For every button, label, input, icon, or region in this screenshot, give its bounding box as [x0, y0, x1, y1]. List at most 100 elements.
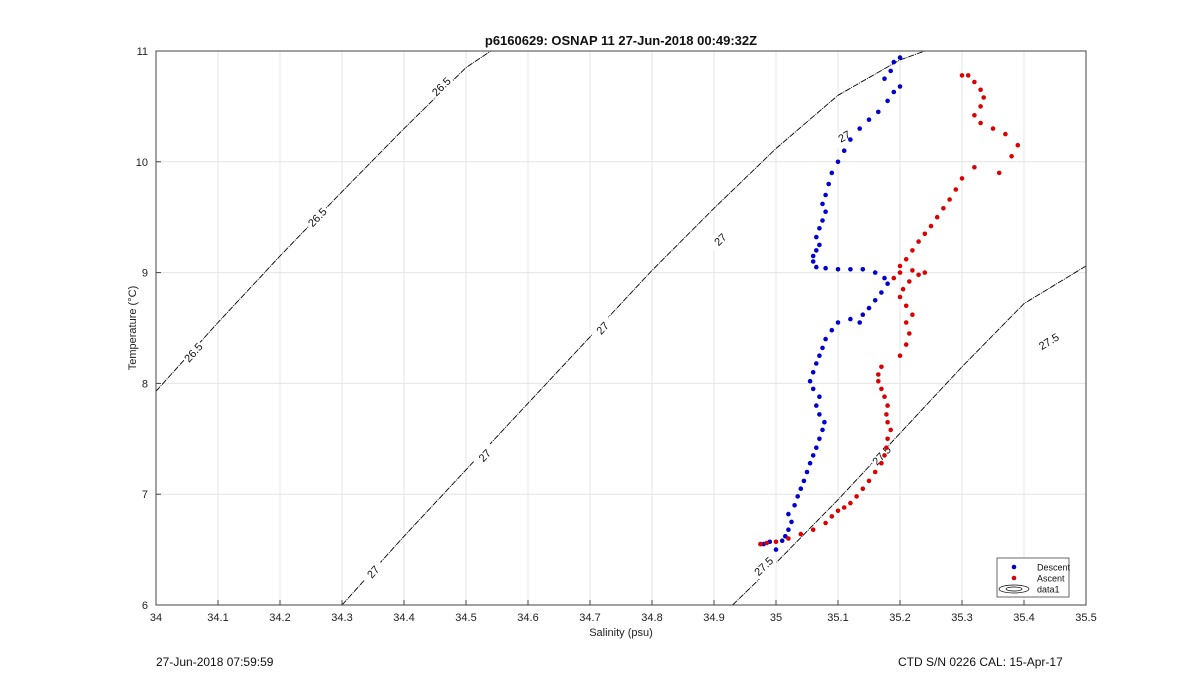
ascent-point [823, 520, 828, 526]
ascent-point [773, 539, 779, 545]
ascent-point [860, 486, 866, 492]
descent-point [801, 478, 807, 484]
ascent-point [941, 206, 946, 211]
descent-point [848, 316, 853, 322]
ascent-point [872, 469, 878, 475]
ascent-point [841, 505, 847, 510]
ascent-point [916, 272, 921, 278]
legend-label: Ascent [1037, 574, 1065, 584]
descent-point [810, 453, 816, 458]
ascent-point [897, 270, 903, 275]
ascent-point [903, 257, 909, 262]
contour-label-bg [303, 203, 331, 231]
plot-area [156, 51, 1086, 605]
contour-label-bg [589, 314, 616, 342]
y-tick-label: 9 [142, 268, 148, 280]
y-axis-label: Temperature (°C) [127, 286, 139, 370]
descent-point [817, 353, 822, 359]
descent-point [810, 370, 816, 375]
contour-label-bg [359, 558, 387, 586]
ascent-point [897, 294, 903, 300]
contour-label-bg [179, 338, 207, 366]
descent-point [860, 312, 866, 318]
descent-point [795, 494, 800, 499]
contour-label-bg [706, 225, 734, 253]
descent-point [810, 259, 816, 264]
ascent-point [903, 342, 909, 347]
x-tick-label: 34.8 [641, 612, 662, 624]
descent-point [807, 378, 813, 384]
contour-line [732, 265, 1087, 606]
ascent-point [1003, 131, 1008, 137]
ascent-point [910, 268, 915, 273]
descent-point [848, 137, 853, 142]
ascent-point [1015, 142, 1021, 148]
x-tick-label: 34.5 [455, 612, 476, 624]
descent-point [773, 547, 779, 552]
x-tick-label: 35.5 [1075, 612, 1096, 624]
descent-point [823, 265, 828, 271]
ascent-point [888, 427, 893, 433]
ascent-point [866, 478, 872, 484]
descent-point [820, 218, 825, 223]
descent-point [820, 427, 825, 433]
ascent-point [876, 378, 881, 384]
ascent-point [934, 214, 940, 220]
descent-point [814, 361, 819, 366]
descent-point [866, 305, 872, 311]
ascent-point [972, 113, 977, 118]
ascent-point [829, 514, 835, 519]
x-tick-label: 35 [770, 612, 782, 624]
ascent-point [900, 286, 906, 292]
descent-point [814, 403, 819, 408]
legend-marker-descent [1011, 564, 1017, 570]
contour-label-bg [427, 73, 455, 100]
ascent-point [990, 126, 996, 131]
x-tick-label: 34.1 [207, 612, 228, 624]
descent-point [814, 264, 819, 270]
descent-point [814, 248, 819, 253]
descent-point [897, 55, 903, 60]
ascent-point [879, 386, 884, 392]
ascent-point [947, 197, 952, 202]
descent-point [820, 345, 825, 351]
ascent-point [891, 275, 897, 281]
x-tick-label: 35.4 [1013, 612, 1034, 624]
descent-point [891, 59, 897, 65]
descent-point [835, 320, 841, 325]
ascent-point [882, 453, 887, 458]
ascent-point [959, 176, 965, 181]
ascent-point [972, 165, 977, 170]
ascent-point [758, 541, 763, 547]
ascent-point [922, 270, 928, 275]
y-tick-label: 10 [136, 157, 148, 169]
descent-point [792, 503, 797, 508]
ascent-point [1009, 154, 1014, 159]
descent-point [872, 298, 878, 303]
ascent-point [922, 231, 928, 237]
footer-timestamp: 27-Jun-2018 07:59:59 [156, 655, 274, 669]
descent-point [814, 234, 819, 240]
chart-title: p6160629: OSNAP 11 27-Jun-2018 00:49:32Z [485, 33, 757, 48]
contour-label-bg [471, 441, 498, 469]
descent-point [897, 84, 903, 89]
descent-point [817, 226, 822, 231]
ascent-point [907, 279, 912, 284]
contour-line [155, 50, 492, 392]
ascent-point [978, 104, 983, 109]
ascent-point [835, 508, 841, 514]
plot-frame [155, 50, 1087, 606]
ascent-point [903, 320, 909, 325]
descent-point [885, 281, 890, 287]
descent-point [841, 148, 847, 153]
descent-point [857, 126, 862, 131]
contour-label-bg [750, 552, 778, 580]
ascent-point [981, 95, 986, 100]
descent-point [826, 181, 831, 187]
ascent-point [764, 540, 769, 546]
ascent-point [885, 403, 890, 408]
ascent-point [965, 73, 971, 78]
descent-point [872, 270, 878, 275]
ascent-point [996, 170, 1002, 176]
